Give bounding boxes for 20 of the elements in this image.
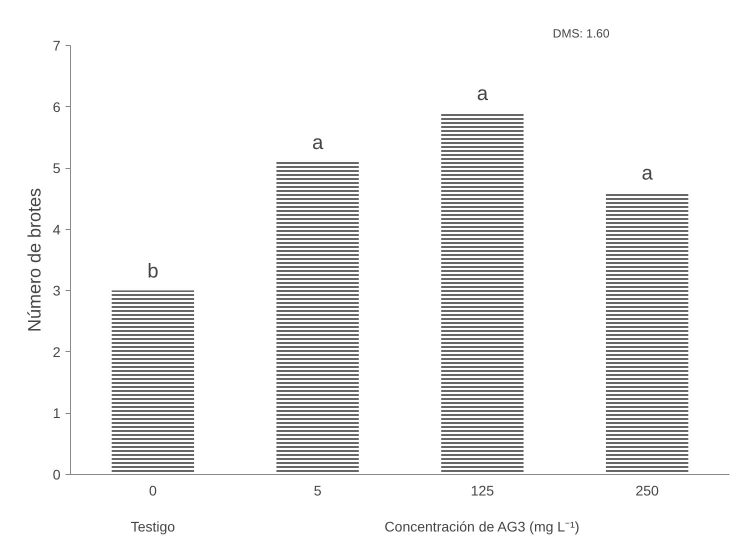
text: Concentración de AG3 (mg L⁻¹) xyxy=(384,518,580,534)
y-tick-label: 6 xyxy=(52,98,61,115)
annotation: a xyxy=(642,162,654,185)
y-tick-label: 1 xyxy=(52,405,61,422)
x-tick-label: 125 xyxy=(470,482,494,498)
y-axis-title: Número de brotes xyxy=(24,188,45,332)
y-tick-label: 7 xyxy=(52,38,61,54)
annotation: a xyxy=(476,82,489,105)
y-tick-label: 0 xyxy=(52,466,61,482)
y-tick-label: 5 xyxy=(52,160,61,176)
y-tick-label: 3 xyxy=(52,282,61,299)
y-tick-label: 4 xyxy=(52,221,61,238)
x-tick-label: 0 xyxy=(148,482,157,498)
annotation: b xyxy=(147,260,158,283)
y-tick-label: 2 xyxy=(52,344,61,360)
x-tick-label: 250 xyxy=(635,482,660,498)
text: DMS: 1.60 xyxy=(552,26,610,40)
text: Testigo xyxy=(130,518,176,534)
x-tick-label: 5 xyxy=(314,482,322,498)
annotation: a xyxy=(312,132,324,154)
